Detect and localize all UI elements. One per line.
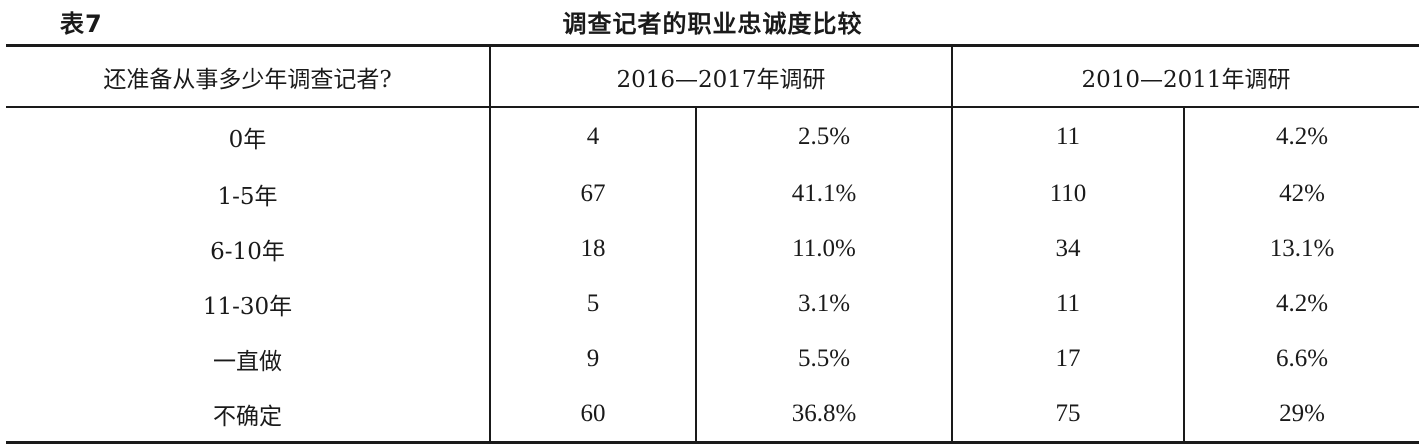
- percent-2016-2017: 5.5%: [694, 331, 953, 386]
- table-label: 表7: [60, 10, 103, 38]
- count-2016-2017: 4: [489, 107, 696, 166]
- count-2016-2017: 67: [489, 166, 696, 221]
- table-row: 一直做 9 5.5% 17 6.6%: [6, 331, 1420, 386]
- header-row: 还准备从事多少年调查记者? 2016—2017年调研 2010—2011年调研: [6, 45, 1420, 108]
- table-row: 0年 4 2.5% 11 4.2%: [6, 107, 1420, 166]
- row-label: 6-10年: [210, 238, 285, 265]
- table-title: 调查记者的职业忠诚度比较: [562, 10, 863, 38]
- row-label: 11-30年: [202, 293, 293, 320]
- table-row: 1-5年 67 41.1% 110 42%: [6, 166, 1420, 221]
- percent-2016-2017: 3.1%: [694, 276, 953, 331]
- count-2016-2017: 9: [489, 331, 696, 386]
- table-row: 6-10年 18 11.0% 34 13.1%: [6, 221, 1420, 276]
- percent-2010-2011: 42%: [1183, 166, 1420, 221]
- percent-2010-2011: 6.6%: [1183, 331, 1420, 386]
- header-survey-2016-2017: 2016—2017年调研: [488, 45, 953, 108]
- percent-2010-2011: 4.2%: [1183, 107, 1420, 166]
- percent-2010-2011: 13.1%: [1183, 221, 1420, 276]
- count-2016-2017: 18: [489, 221, 696, 276]
- comparison-table: 还准备从事多少年调查记者? 2016—2017年调研 2010—2011年调研 …: [6, 44, 1420, 444]
- count-2010-2011: 17: [951, 331, 1185, 386]
- row-label: 一直做: [213, 348, 282, 375]
- percent-2016-2017: 41.1%: [694, 166, 953, 221]
- count-2010-2011: 11: [951, 276, 1185, 331]
- count-2016-2017: 5: [489, 276, 696, 331]
- header-survey-2010-2011: 2010—2011年调研: [951, 45, 1420, 108]
- row-label: 1-5年: [217, 183, 278, 210]
- table-row: 不确定 60 36.8% 75 29%: [6, 386, 1420, 443]
- percent-2016-2017: 2.5%: [694, 107, 953, 166]
- percent-2010-2011: 4.2%: [1183, 276, 1420, 331]
- header-question: 还准备从事多少年调查记者?: [6, 45, 490, 108]
- percent-2016-2017: 11.0%: [694, 221, 953, 276]
- percent-2010-2011: 29%: [1183, 386, 1420, 443]
- percent-2016-2017: 36.8%: [694, 386, 953, 443]
- count-2016-2017: 60: [489, 386, 696, 443]
- row-label: 0年: [228, 127, 267, 153]
- count-2010-2011: 110: [951, 166, 1185, 221]
- count-2010-2011: 75: [951, 386, 1185, 443]
- row-label: 不确定: [213, 403, 282, 430]
- count-2010-2011: 11: [951, 107, 1185, 166]
- table-row: 11-30年 5 3.1% 11 4.2%: [6, 276, 1420, 331]
- count-2010-2011: 34: [951, 221, 1185, 276]
